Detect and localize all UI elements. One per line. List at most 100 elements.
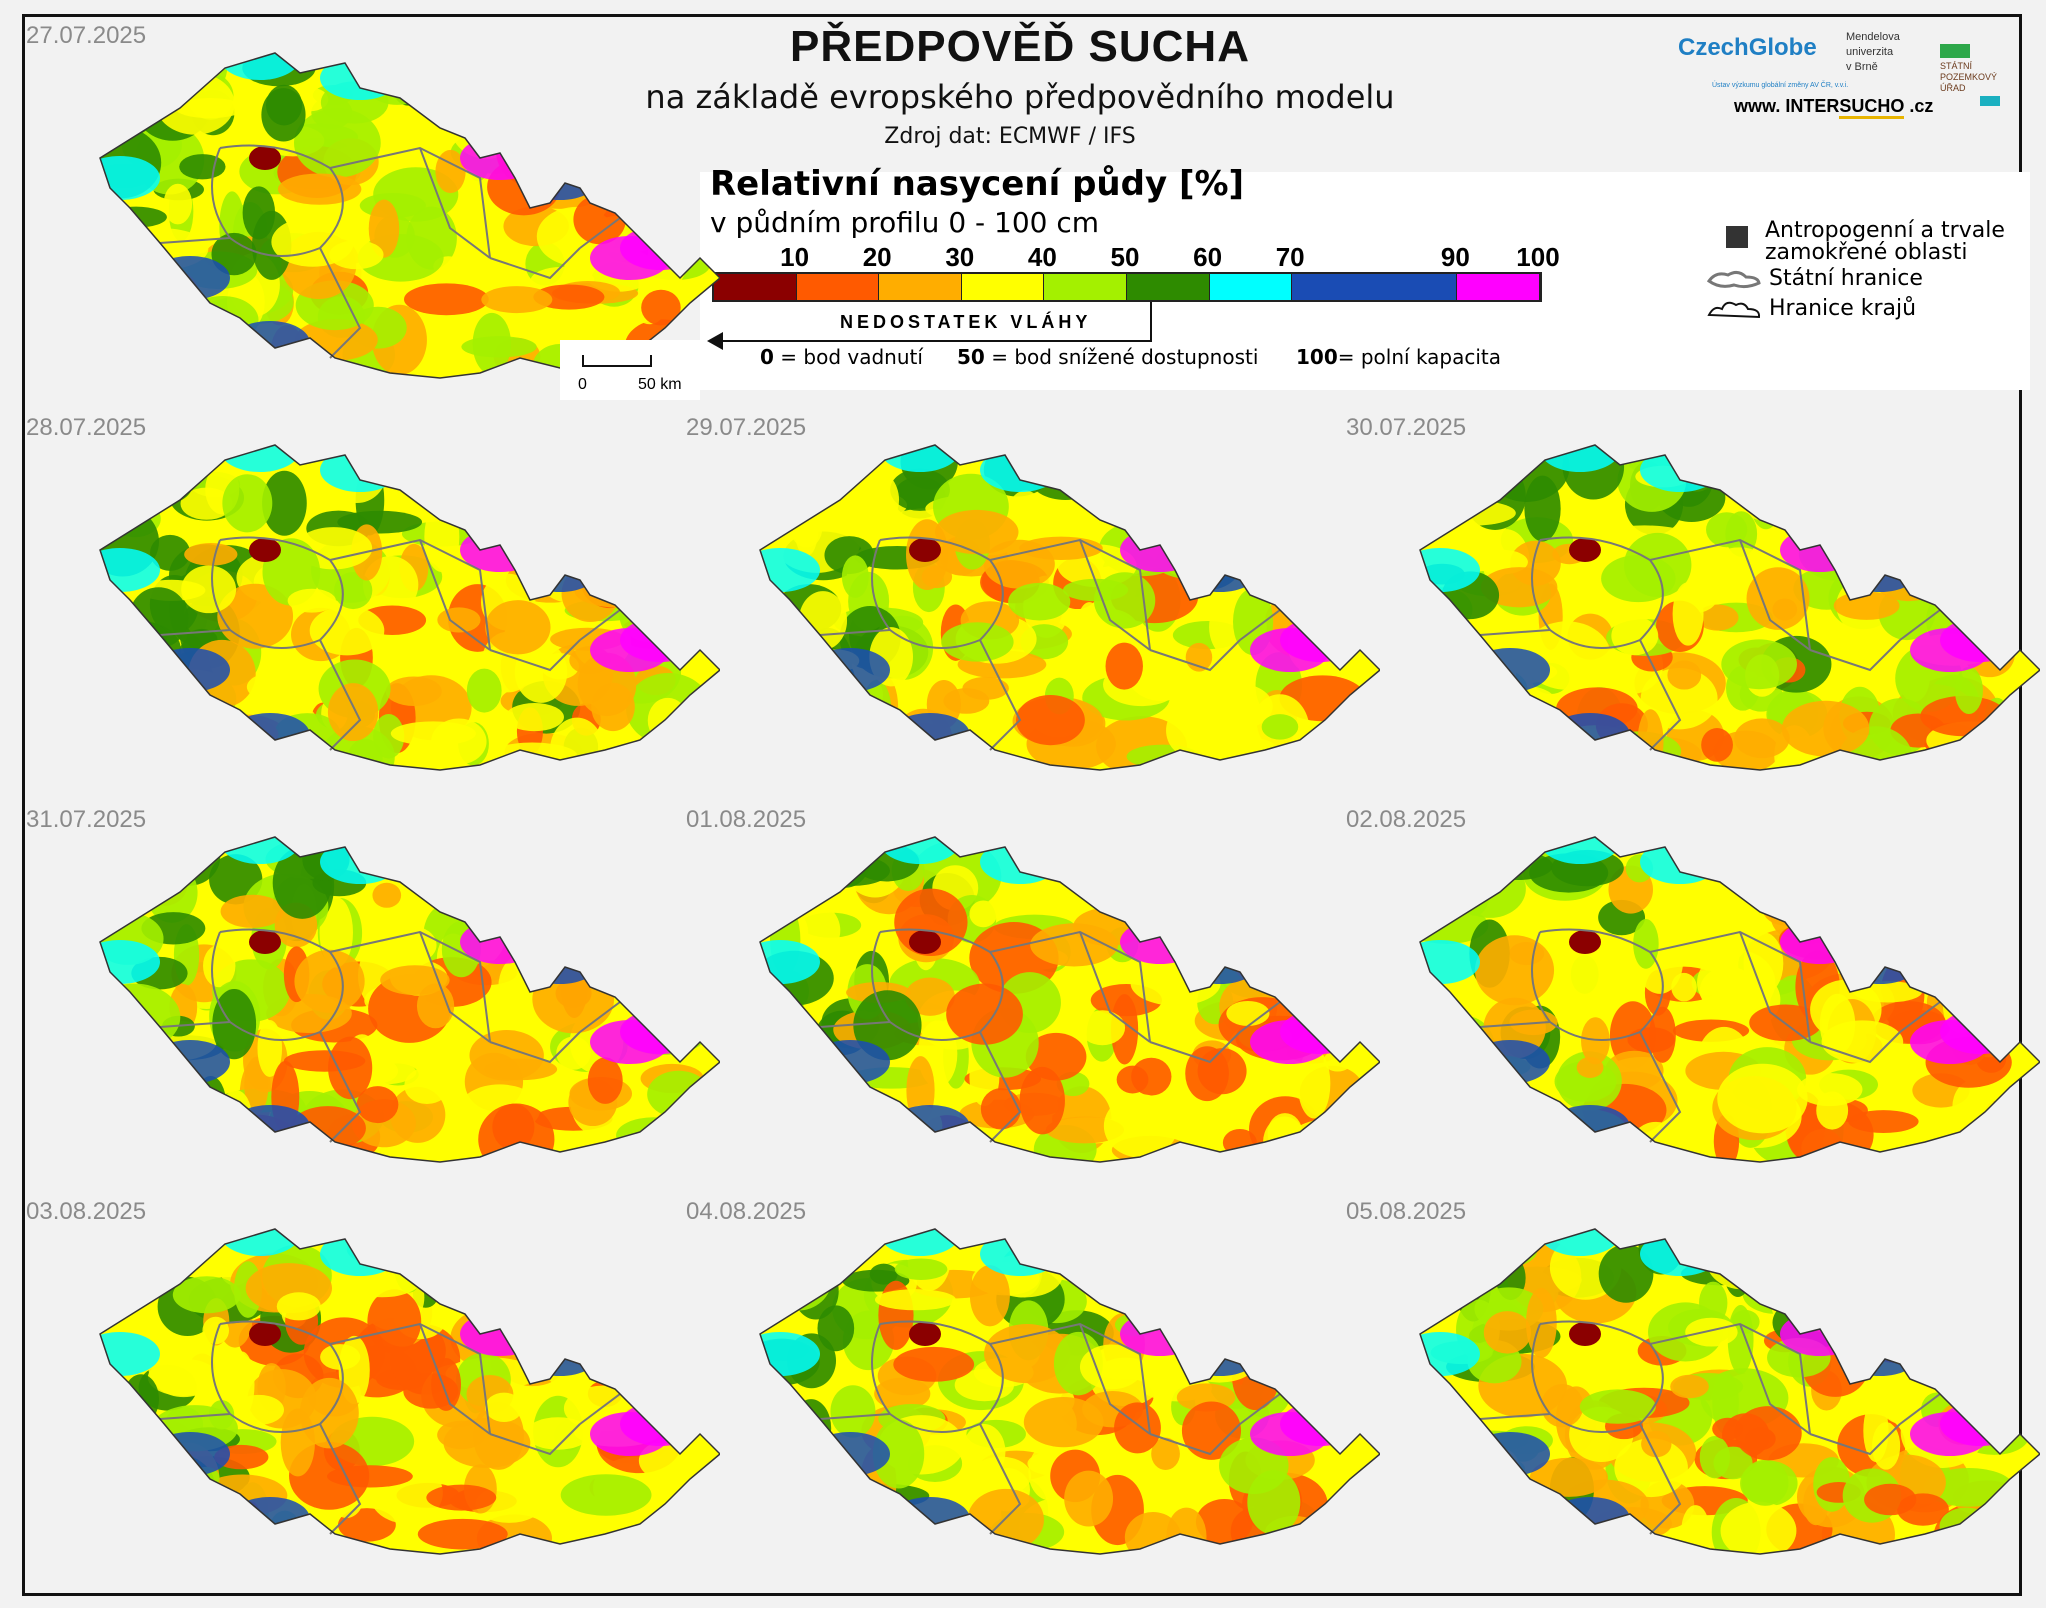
- region-border: [579, 217, 621, 249]
- region-border: [1899, 1001, 1941, 1033]
- state-border: [99, 836, 720, 1163]
- region-border: [419, 931, 491, 1043]
- legend-tick-20: 20: [862, 242, 892, 272]
- state-border: [1419, 444, 2040, 771]
- region-border: [329, 146, 491, 259]
- region-border: [329, 538, 491, 651]
- region-border: [319, 1031, 362, 1143]
- colorbar-class-90-100: [1457, 274, 1540, 300]
- region-border: [579, 1001, 621, 1033]
- deficit-label: NEDOSTATEK VLÁHY: [840, 312, 1092, 332]
- scale-label-fifty: 50 km: [638, 376, 682, 393]
- colorbar-class-60-70: [1209, 274, 1293, 300]
- deficit-arrow-stem: [1150, 302, 1152, 342]
- czechglobe-logo-subtitle: Ústav výzkumu globální změny AV ČR, v.v.…: [1712, 82, 1849, 89]
- map-date: 27.07.2025: [26, 22, 147, 49]
- map-date: 29.07.2025: [686, 414, 807, 441]
- czech-soil-moisture-map: [1419, 836, 2040, 1163]
- region-border: [1899, 1393, 1941, 1425]
- region-border: [819, 629, 891, 636]
- region-border: [1531, 1320, 1664, 1433]
- region-border: [1149, 639, 1241, 672]
- region-border: [489, 1423, 581, 1456]
- state-border: [99, 52, 720, 379]
- legend-tick-30: 30: [945, 242, 975, 272]
- scale-label-zero: 0: [578, 376, 587, 393]
- state-border-icon: [1706, 270, 1761, 289]
- state-border: [759, 1228, 1380, 1555]
- region-border: [329, 1322, 491, 1435]
- state-border: [99, 1228, 720, 1555]
- region-border: [1239, 1393, 1281, 1425]
- state-border: [1419, 1228, 2040, 1555]
- region-border: [419, 1323, 491, 1435]
- region-border: [979, 639, 1022, 751]
- region-border: [1149, 1423, 1241, 1456]
- region-border: [579, 609, 621, 641]
- key-field-capacity: 100= polní kapacita: [1296, 345, 1502, 369]
- region-border: [159, 237, 231, 244]
- deficit-arrow-head-icon: [707, 332, 723, 350]
- czech-soil-moisture-map: [99, 52, 720, 379]
- map-date: 05.08.2025: [1346, 1198, 1467, 1225]
- scale-bar-background: [560, 340, 700, 400]
- czechglobe-logo: CzechGlobe: [1678, 34, 1817, 61]
- colorbar-class-70-90: [1292, 274, 1458, 300]
- region-border: [329, 930, 491, 1043]
- region-border: [319, 639, 362, 751]
- map-panel: 29.07.2025: [686, 414, 1380, 780]
- map-date: 04.08.2025: [686, 1198, 807, 1225]
- legend-tick-50: 50: [1110, 242, 1140, 272]
- region-border: [489, 639, 581, 672]
- region-border: [871, 1320, 1004, 1433]
- region-border-icon: [1707, 301, 1761, 319]
- czech-soil-moisture-map: [99, 444, 720, 771]
- state-border: [759, 444, 1380, 771]
- map-date: 03.08.2025: [26, 1198, 147, 1225]
- region-border: [1639, 1031, 1682, 1143]
- map-panel: 05.08.2025: [1346, 1198, 2040, 1564]
- colorbar-class-0-10: [714, 274, 797, 300]
- region-border: [1531, 928, 1664, 1041]
- region-border: [419, 147, 491, 259]
- czech-soil-moisture-map: [99, 1228, 720, 1555]
- website-link[interactable]: www. INTERSUCHO .cz: [1734, 96, 1933, 119]
- colorbar-class-10-20: [796, 274, 880, 300]
- logos: CzechGlobe Ústav výzkumu globální změny …: [1668, 22, 2018, 132]
- region-border: [1079, 931, 1151, 1043]
- region-border: [989, 930, 1151, 1043]
- region-border: [159, 629, 231, 636]
- czech-soil-moisture-map: [759, 444, 1380, 771]
- region-border: [319, 247, 362, 359]
- state-border: [99, 444, 720, 771]
- colorbar-class-20-30: [879, 274, 962, 300]
- data-source: Zdroj dat: ECMWF / IFS: [884, 124, 1136, 149]
- czech-soil-moisture-map: [99, 836, 720, 1163]
- map-date: 30.07.2025: [1346, 414, 1467, 441]
- legend-colorbar: [712, 272, 1542, 302]
- region-border: [1639, 1423, 1682, 1535]
- region-border: [1649, 538, 1811, 651]
- region-border: [1479, 629, 1551, 636]
- legend-subtitle: v půdním profilu 0 - 100 cm: [710, 206, 1100, 239]
- legend-title: Relativní nasycení půdy [%]: [710, 164, 1245, 204]
- region-border: [1639, 639, 1682, 751]
- region-border: [319, 1423, 362, 1535]
- region-border: [1809, 639, 1901, 672]
- region-border: [489, 247, 581, 280]
- colorbar-class-50-60: [1126, 274, 1210, 300]
- region-border: [211, 144, 344, 257]
- czech-soil-moisture-map: [759, 836, 1380, 1163]
- spu-logo: STÁTNÍ POZEMKOVÝ ÚŘAD: [1940, 44, 2000, 106]
- legend-tick-70: 70: [1275, 242, 1305, 272]
- map-panel: 04.08.2025: [686, 1198, 1380, 1564]
- czech-soil-moisture-map: [759, 1228, 1380, 1555]
- mendel-logo: Mendelova univerzita v Brně: [1846, 31, 1900, 73]
- region-border: [1739, 539, 1811, 651]
- map-date: 31.07.2025: [26, 806, 147, 833]
- map-date: 28.07.2025: [26, 414, 147, 441]
- region-border: [871, 928, 1004, 1041]
- legend-tick-90: 90: [1440, 242, 1470, 272]
- state-border: [1419, 836, 2040, 1163]
- legend-state-border: Státní hranice: [1706, 266, 1923, 291]
